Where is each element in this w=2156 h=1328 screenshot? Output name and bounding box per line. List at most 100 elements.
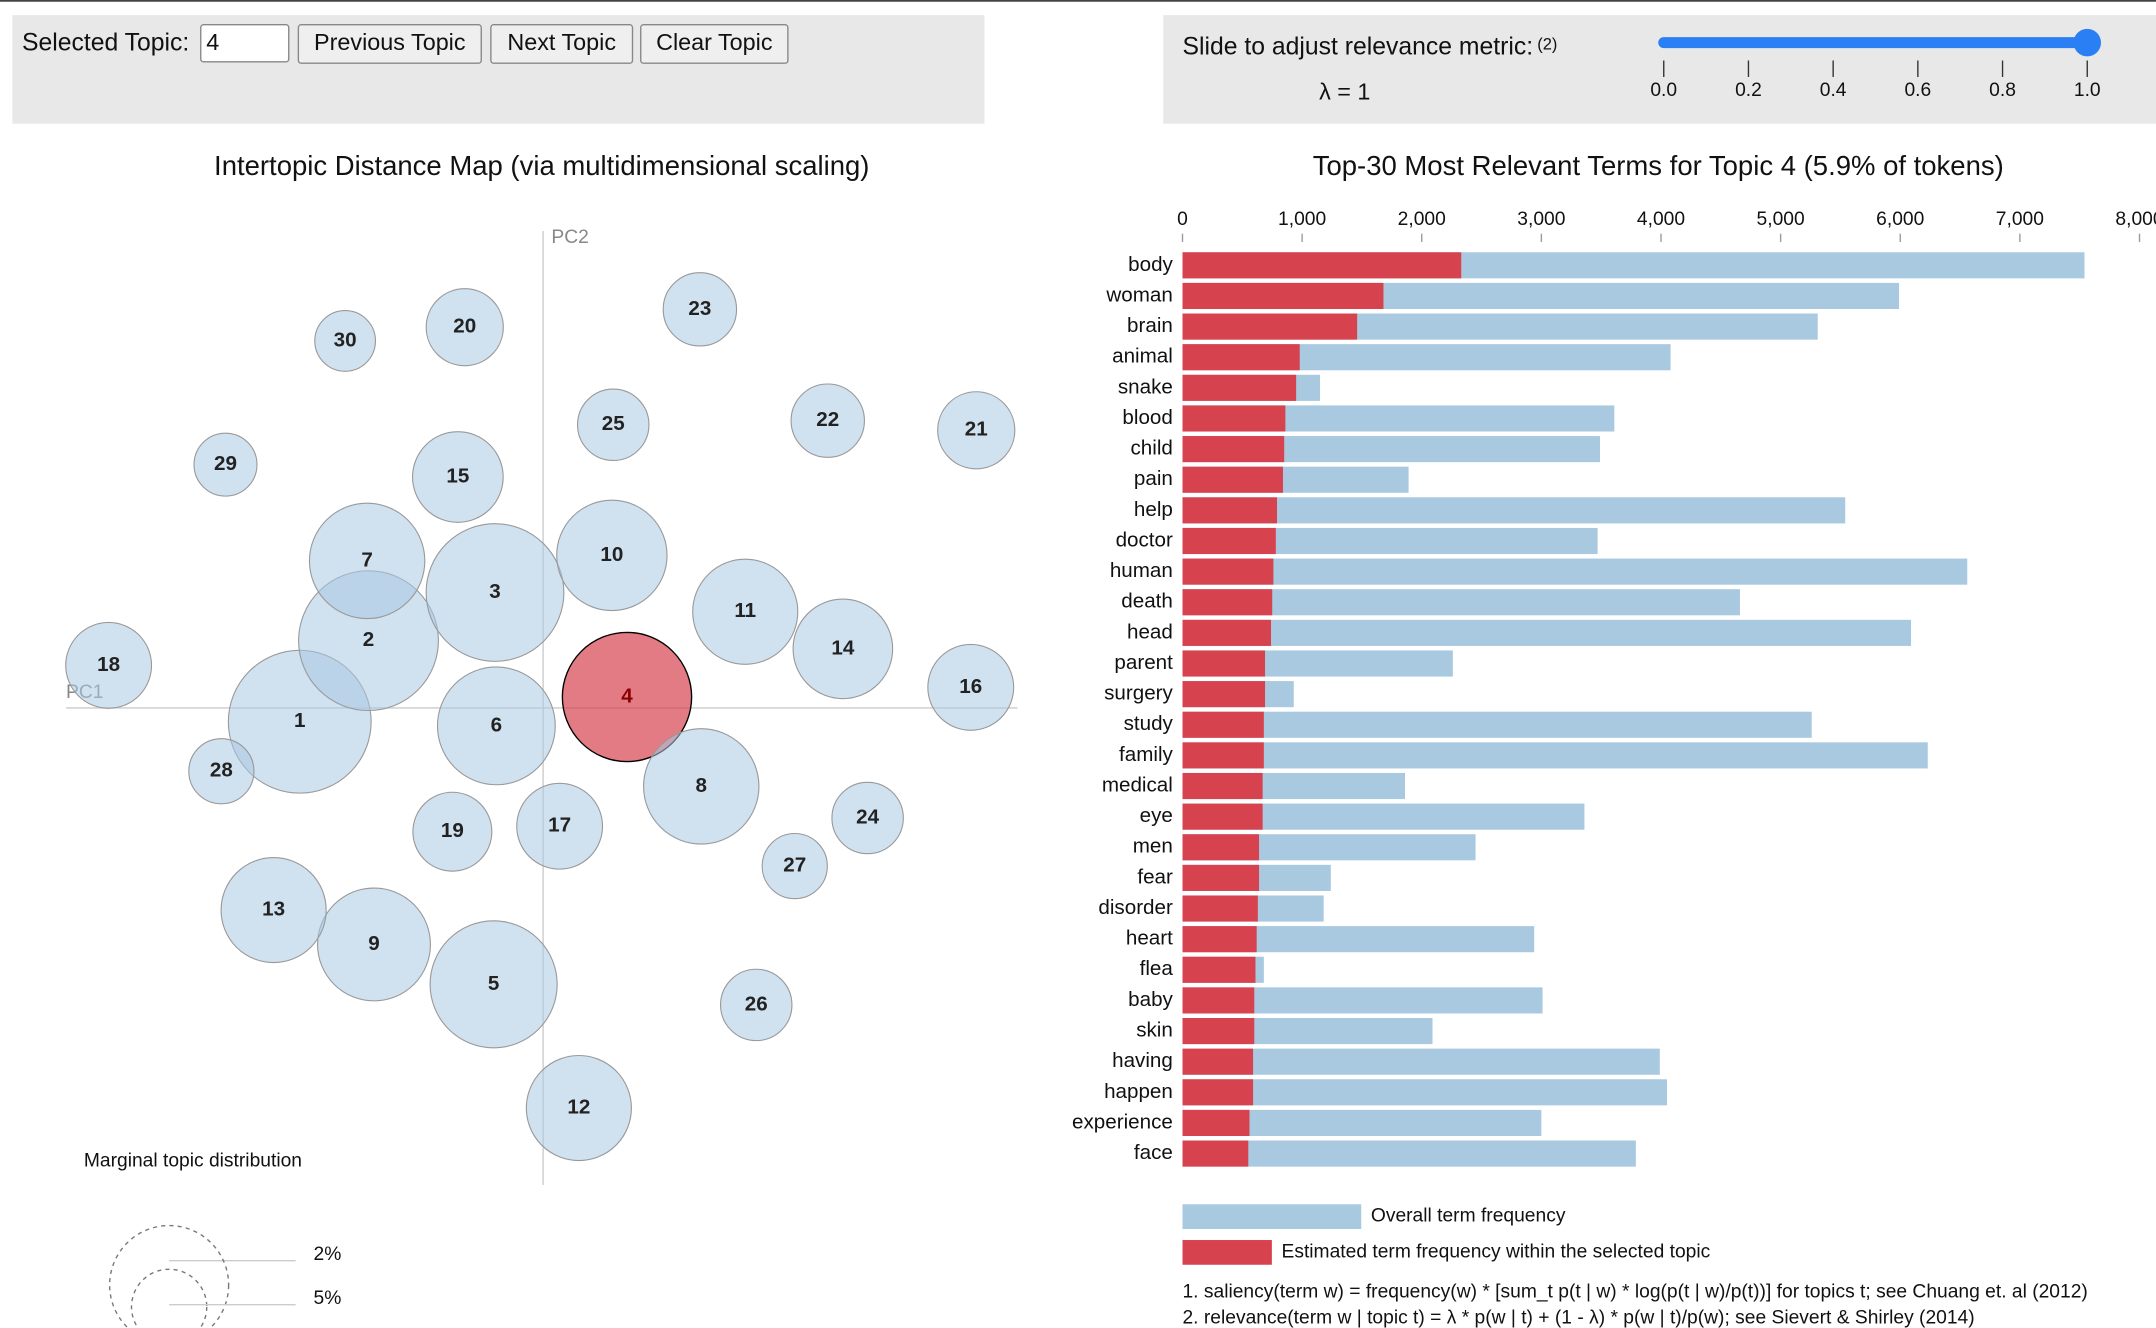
bar[interactable]: [1182, 772, 1263, 800]
legend-label: Estimated term frequency within the sele…: [1282, 1241, 1711, 1262]
bar[interactable]: [1182, 1048, 1254, 1075]
bar[interactable]: [1182, 1079, 1254, 1106]
topic-bubble[interactable]: [692, 558, 799, 665]
bar[interactable]: [1182, 466, 1283, 493]
term-label: having: [1112, 1049, 1173, 1072]
bar[interactable]: [1182, 344, 1300, 371]
bar[interactable]: [1182, 742, 1928, 769]
topic-bubble[interactable]: [927, 643, 1015, 731]
term-label: skin: [1136, 1019, 1173, 1042]
topic-bubble[interactable]: [425, 288, 504, 367]
topic-bubble[interactable]: [193, 432, 258, 497]
bar[interactable]: [1182, 619, 1272, 646]
topic-bubble[interactable]: [525, 1054, 632, 1162]
term-label: baby: [1128, 988, 1173, 1011]
topic-bubble[interactable]: [412, 431, 504, 523]
slider-tick-label: 1.0: [2074, 80, 2101, 101]
topic-bubble[interactable]: [662, 272, 738, 347]
topic-bubble[interactable]: [308, 502, 426, 620]
topic-bubble[interactable]: [643, 728, 760, 845]
topic-bubble[interactable]: [792, 598, 894, 700]
bar[interactable]: [1182, 895, 1258, 922]
button-label[interactable]: Next Topic: [507, 29, 616, 55]
term-label: eye: [1140, 804, 1173, 827]
bar[interactable]: [1182, 987, 1255, 1014]
topic-label: 15: [446, 464, 469, 487]
topic-label: 24: [856, 805, 879, 828]
topic-bubble[interactable]: [577, 388, 650, 462]
topic-bubble[interactable]: [516, 782, 604, 870]
bar[interactable]: [1182, 1017, 1255, 1045]
bar[interactable]: [1182, 589, 1740, 616]
topic-bubble[interactable]: [412, 791, 493, 872]
topic-bubble[interactable]: [937, 391, 1016, 470]
topic-label: 9: [368, 932, 379, 955]
topic-bubble[interactable]: [314, 310, 377, 372]
bar[interactable]: [1182, 742, 1264, 769]
slider-label: Slide to adjust relevance metric:: [1183, 34, 1534, 61]
bar[interactable]: [1182, 1109, 1250, 1137]
topic-bubble[interactable]: [556, 499, 668, 612]
bar[interactable]: [1182, 497, 1846, 524]
topic-label: 14: [831, 636, 854, 659]
topic-bubble[interactable]: [761, 832, 828, 900]
topic-input-value[interactable]: 4: [206, 29, 219, 55]
bar[interactable]: [1182, 1079, 1667, 1106]
bar[interactable]: [1182, 650, 1266, 677]
size-legend-circle: [108, 1224, 230, 1328]
topic-label: 26: [745, 992, 768, 1015]
bar[interactable]: [1182, 926, 1257, 953]
bar[interactable]: [1182, 558, 1274, 585]
button-label[interactable]: Previous Topic: [314, 29, 466, 55]
bar[interactable]: [1182, 497, 1278, 524]
lambda-label: λ = 1: [1319, 79, 1370, 105]
topic-bubble[interactable]: [831, 781, 904, 855]
bar[interactable]: [1182, 1048, 1660, 1075]
size-legend-title: Marginal topic distribution: [84, 1151, 302, 1172]
term-label: men: [1133, 835, 1173, 858]
bar[interactable]: [1182, 711, 1264, 738]
topic-input[interactable]: [200, 24, 290, 63]
topic-bubble[interactable]: [65, 621, 153, 709]
topic-bubble[interactable]: [425, 523, 565, 662]
term-label: parent: [1114, 651, 1173, 674]
bar[interactable]: [1182, 1140, 1636, 1167]
chart-title: Intertopic Distance Map (via multidimens…: [214, 150, 869, 181]
slider-knob[interactable]: [2073, 28, 2102, 57]
button[interactable]: [297, 24, 482, 64]
topic-bubble[interactable]: [220, 856, 327, 964]
bar[interactable]: [1182, 681, 1266, 708]
bar[interactable]: [1182, 711, 1812, 738]
term-label: surgery: [1104, 682, 1173, 705]
bar[interactable]: [1182, 956, 1256, 983]
bar[interactable]: [1182, 252, 1462, 279]
bar[interactable]: [1182, 374, 1297, 401]
topic-bubble[interactable]: [436, 666, 556, 786]
topic-bubble[interactable]: [561, 631, 693, 763]
topic-bubble[interactable]: [429, 920, 558, 1049]
button-label[interactable]: Clear Topic: [656, 29, 773, 55]
bar[interactable]: [1182, 619, 1912, 646]
bar[interactable]: [1182, 589, 1273, 616]
bar[interactable]: [1182, 405, 1286, 432]
bar[interactable]: [1182, 834, 1260, 861]
topic-bubble[interactable]: [720, 968, 793, 1042]
button[interactable]: [490, 24, 634, 64]
button[interactable]: [640, 24, 789, 64]
bar[interactable]: [1182, 558, 1968, 585]
topic-bubble[interactable]: [317, 887, 431, 1002]
bar[interactable]: [1182, 1140, 1249, 1167]
bar[interactable]: [1182, 313, 1358, 340]
bar[interactable]: [1182, 803, 1263, 830]
topic-bubble[interactable]: [790, 383, 865, 458]
y-axis-label: PC2: [551, 227, 588, 248]
term-label: disorder: [1098, 896, 1173, 919]
slider-note: (2): [1537, 36, 1557, 54]
bar[interactable]: [1182, 436, 1285, 463]
x-tick-label: 8,000: [2115, 209, 2156, 230]
topic-bubble[interactable]: [188, 738, 255, 805]
bar[interactable]: [1182, 864, 1260, 891]
bar[interactable]: [1182, 527, 1276, 555]
bar[interactable]: [1182, 282, 1384, 310]
topic-label: 13: [262, 898, 285, 921]
